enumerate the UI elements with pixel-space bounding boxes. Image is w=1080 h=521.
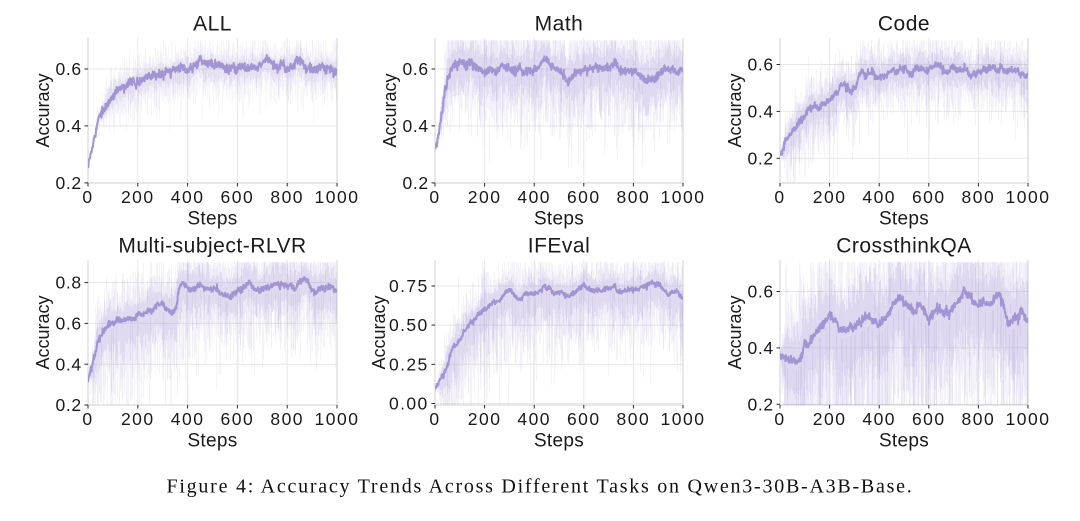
svg-text:0.00: 0.00 [389,394,429,414]
svg-text:0.4: 0.4 [56,354,82,374]
svg-text:Steps: Steps [187,208,237,229]
svg-text:400: 400 [171,409,205,429]
svg-text:400: 400 [517,187,551,207]
svg-text:Accuracy: Accuracy [33,73,53,147]
svg-text:800: 800 [617,187,651,207]
svg-text:800: 800 [270,409,304,429]
svg-text:800: 800 [962,187,996,207]
svg-text:200: 200 [468,187,502,207]
svg-text:0.2: 0.2 [403,173,429,193]
svg-text:1000: 1000 [661,187,706,207]
svg-text:600: 600 [912,409,946,429]
svg-text:400: 400 [517,409,551,429]
svg-text:0: 0 [429,187,440,207]
svg-text:Accuracy: Accuracy [380,73,400,147]
svg-text:0.75: 0.75 [389,276,429,296]
svg-text:200: 200 [121,187,155,207]
svg-text:400: 400 [171,187,205,207]
svg-text:0.2: 0.2 [56,395,82,415]
svg-text:Accuracy: Accuracy [369,295,389,369]
svg-text:800: 800 [617,409,651,429]
svg-text:600: 600 [912,187,946,207]
svg-text:Accuracy: Accuracy [725,295,745,369]
svg-text:Math: Math [535,13,584,36]
svg-text:Steps: Steps [534,430,584,451]
svg-text:400: 400 [862,187,896,207]
svg-text:0.4: 0.4 [748,102,774,122]
svg-text:ALL: ALL [193,13,232,36]
svg-text:0.4: 0.4 [56,116,82,136]
svg-text:600: 600 [567,187,601,207]
svg-text:0.6: 0.6 [748,55,774,75]
svg-text:0: 0 [82,409,93,429]
svg-text:Multi-subject-RLVR: Multi-subject-RLVR [118,235,306,258]
svg-text:1000: 1000 [1006,409,1051,429]
svg-text:0.50: 0.50 [389,315,429,335]
svg-text:200: 200 [121,409,155,429]
svg-text:1000: 1000 [315,409,360,429]
svg-text:400: 400 [862,409,896,429]
svg-text:Accuracy: Accuracy [33,295,53,369]
svg-text:1000: 1000 [1006,187,1051,207]
svg-text:0: 0 [774,187,785,207]
svg-text:600: 600 [221,409,255,429]
svg-text:0.2: 0.2 [748,394,774,414]
svg-text:800: 800 [270,187,304,207]
svg-text:IFEval: IFEval [528,235,591,258]
svg-text:200: 200 [813,187,847,207]
svg-text:0.8: 0.8 [56,273,82,293]
svg-text:Code: Code [878,13,930,36]
svg-text:Accuracy: Accuracy [725,73,745,147]
svg-text:0: 0 [774,409,785,429]
svg-text:0: 0 [82,187,93,207]
svg-text:800: 800 [962,409,996,429]
svg-text:200: 200 [468,409,502,429]
svg-text:600: 600 [567,409,601,429]
svg-text:0.6: 0.6 [56,314,82,334]
svg-text:Figure 4: Accuracy Trends Acro: Figure 4: Accuracy Trends Across Differe… [166,476,913,498]
svg-text:0.4: 0.4 [403,116,429,136]
svg-text:Steps: Steps [879,430,929,451]
svg-text:0.25: 0.25 [389,354,429,374]
svg-text:Steps: Steps [534,208,584,229]
svg-text:Steps: Steps [187,430,237,451]
svg-text:0.6: 0.6 [56,59,82,79]
svg-text:0.6: 0.6 [748,282,774,302]
svg-text:Steps: Steps [879,208,929,229]
svg-text:1000: 1000 [661,409,706,429]
svg-text:CrossthinkQA: CrossthinkQA [836,235,972,258]
svg-text:600: 600 [221,187,255,207]
svg-text:0: 0 [429,409,440,429]
svg-text:0.6: 0.6 [403,59,429,79]
svg-text:1000: 1000 [315,187,360,207]
svg-text:0.2: 0.2 [56,173,82,193]
svg-text:200: 200 [813,409,847,429]
svg-text:0.4: 0.4 [748,338,774,358]
svg-text:0.2: 0.2 [748,148,774,168]
